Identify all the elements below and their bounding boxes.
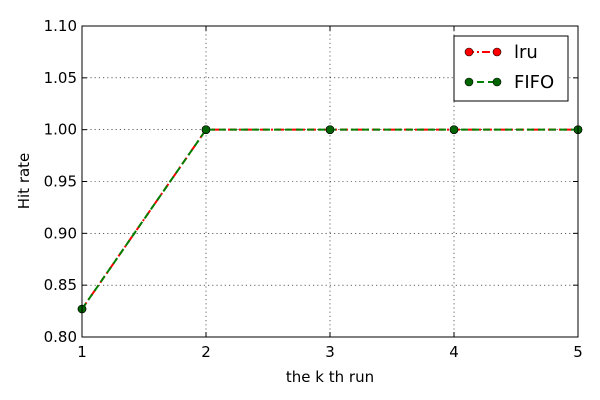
y-tick-label: 0.85 [44,276,77,294]
x-tick-label: 4 [449,343,459,361]
series-layer [77,125,583,314]
legend-item-lru: lru [464,42,538,63]
legend-label: lru [514,42,538,63]
x-tick-label: 5 [573,343,583,361]
data-point-fifo [325,125,335,134]
legend: lru FIFO [453,35,569,102]
x-tick-label: 2 [201,343,211,361]
legend-item-fifo: FIFO [464,72,554,93]
y-tick-label: 0.80 [44,328,77,346]
legend-marker [464,47,474,57]
legend-marker [492,77,502,87]
data-point-fifo [449,125,459,134]
x-axis-label: the k th run [286,368,374,386]
y-axis-label: Hit rate [15,153,33,210]
plot-area-frame [81,25,579,338]
y-tick-label: 0.95 [44,173,77,191]
data-point-fifo [201,125,211,134]
legend-box [453,35,569,102]
y-tick-label: 1.05 [44,69,77,87]
legend-label: FIFO [514,72,554,93]
tick-label-layer: 1 2 3 4 5 0.80 0.85 0.90 0.95 1.00 1.05 1.10 [44,17,583,361]
legend-entries: lru FIFO [464,42,554,93]
series-fifo [77,125,583,314]
legend-marker [492,47,502,57]
x-tick-label: 3 [325,343,335,361]
legend-marker [464,77,474,87]
y-tick-label: 1.00 [44,121,77,139]
y-tick-label: 0.90 [44,224,77,242]
x-tick-label: 1 [77,343,87,361]
y-tick-label: 1.10 [44,17,77,35]
